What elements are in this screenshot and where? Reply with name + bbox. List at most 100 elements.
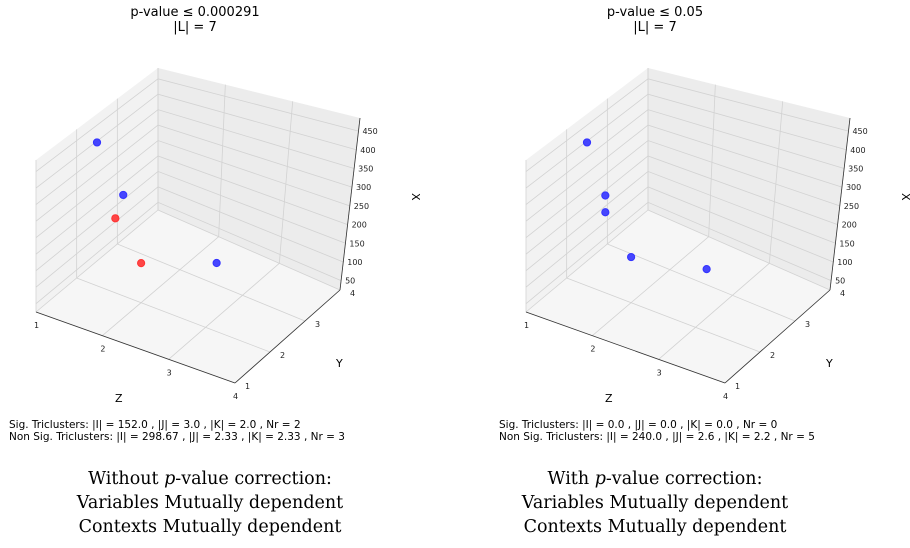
chart-title-line1: p-value ≤ 0.000291 (130, 5, 260, 20)
caption-suffix: -value correction: (605, 469, 763, 489)
x-axis-line (829, 117, 851, 291)
pane-back (158, 68, 360, 290)
point-non-significant (601, 208, 610, 217)
chart-title-line1: p-value ≤ 0.05 (606, 5, 704, 20)
z-tick-label: 4 (233, 392, 238, 401)
pane-floor (36, 210, 340, 383)
z-axis-line (525, 311, 726, 384)
x-tick-label: 150 (349, 239, 364, 248)
x-tick-label: 450 (852, 127, 867, 136)
z-axis-label: Z (115, 392, 123, 405)
grid-line (566, 277, 761, 353)
x-tick-label: 350 (848, 164, 863, 173)
caption-prefix: With (547, 469, 595, 489)
x-axis-line (339, 117, 361, 291)
y-axis-label: Y (335, 357, 343, 370)
x-tick-label: 50 (835, 277, 845, 286)
caption-line1: Without p-value correction: (0, 467, 420, 492)
caption-line1: With p-value correction: (455, 467, 855, 492)
y-axis-line (724, 289, 831, 384)
y-tick-label: 3 (315, 320, 320, 329)
y-tick-label: 1 (735, 382, 740, 391)
stats-non-significant: Non Sig. Triclusters: |I| = 298.67 , |J|… (9, 431, 345, 443)
x-tick-label: 250 (354, 202, 369, 211)
data-points (92, 138, 221, 268)
z-tick-label: 3 (167, 368, 172, 377)
stats-significant: Sig. Triclusters: |I| = 152.0 , |J| = 3.… (9, 419, 301, 431)
pane-floor (526, 210, 830, 383)
x-tick-label: 50 (345, 277, 355, 286)
point-significant (137, 259, 146, 268)
x-tick-label: 100 (347, 258, 362, 267)
caption-italic: p (164, 469, 176, 489)
grid-line (658, 263, 770, 360)
z-tick-label: 4 (723, 392, 728, 401)
grid-line (157, 209, 341, 291)
y-tick-label: 1 (245, 382, 250, 391)
point-non-significant (212, 258, 221, 268)
grid-line (218, 84, 226, 237)
grid-line (102, 236, 219, 336)
chart-title-line2: |L| = 7 (633, 20, 677, 35)
grid-line (117, 243, 306, 322)
point-non-significant (702, 264, 711, 274)
stats-non-significant: Non Sig. Triclusters: |I| = 240.0 , |J| … (499, 431, 815, 443)
caption-suffix: -value correction: (175, 469, 332, 489)
panel-with-correction: p-value ≤ 0.05 |L| = 7 50 100 150 200 250 300… (455, 0, 910, 548)
z-tick-label: 3 (657, 368, 662, 377)
chart-title-line2: |L| = 7 (173, 20, 217, 35)
y-tick-label: 4 (840, 289, 845, 298)
x-tick-label: 150 (839, 239, 854, 248)
z-tick-label: 1 (34, 321, 39, 330)
grid-line (708, 84, 716, 237)
point-non-significant (119, 190, 128, 200)
grid-line (76, 277, 271, 353)
x-tick-label: 400 (360, 146, 375, 155)
z-tick-label: 2 (100, 345, 105, 354)
stats-significant: Sig. Triclusters: |I| = 0.0 , |J| = 0.0 … (499, 419, 778, 431)
grid-line (525, 209, 649, 313)
y-tick-label: 2 (770, 351, 775, 360)
grid-line (35, 209, 159, 313)
z-axis-line (35, 311, 236, 384)
caption-line3: Contexts Mutually dependent (523, 517, 787, 537)
point-non-significant (92, 138, 102, 147)
caption-line3: Contexts Mutually dependent (78, 517, 342, 537)
caption-italic: p (594, 469, 606, 489)
y-axis-label: Y (825, 357, 833, 370)
x-tick-label: 250 (844, 202, 859, 211)
x-axis-label: X (899, 193, 910, 201)
grid-line (592, 236, 709, 336)
z-tick-label: 1 (524, 321, 529, 330)
caption-line2: Variables Mutually dependent (521, 493, 789, 513)
z-axis-label: Z (605, 392, 613, 405)
grid-line (768, 101, 784, 264)
pane-left (36, 68, 158, 312)
data-points (582, 138, 711, 274)
x-tick-label: 300 (356, 183, 371, 192)
x-axis-label: X (409, 193, 422, 201)
grid-line (278, 101, 294, 264)
x-tick-label: 200 (352, 221, 367, 230)
x-tick-label: 300 (846, 183, 861, 192)
z-tick-label: 2 (590, 345, 595, 354)
pane-left (526, 68, 648, 312)
y-tick-label: 4 (350, 289, 355, 298)
x-tick-label: 100 (837, 258, 852, 267)
x-tick-label: 200 (842, 221, 857, 230)
y-axis-line (234, 289, 341, 384)
x-tick-label: 450 (362, 127, 377, 136)
panel-without-correction: p-value ≤ 0.000291 |L| = 7 50 100 150 200 25… (0, 5, 422, 537)
grid-line (607, 243, 796, 322)
x-tick-label: 350 (358, 164, 373, 173)
y-tick-label: 2 (280, 351, 285, 360)
grid-line (647, 209, 831, 291)
point-non-significant (601, 191, 610, 200)
pane-back (648, 68, 850, 290)
point-non-significant (627, 252, 636, 262)
x-tick-label: 400 (850, 146, 865, 155)
